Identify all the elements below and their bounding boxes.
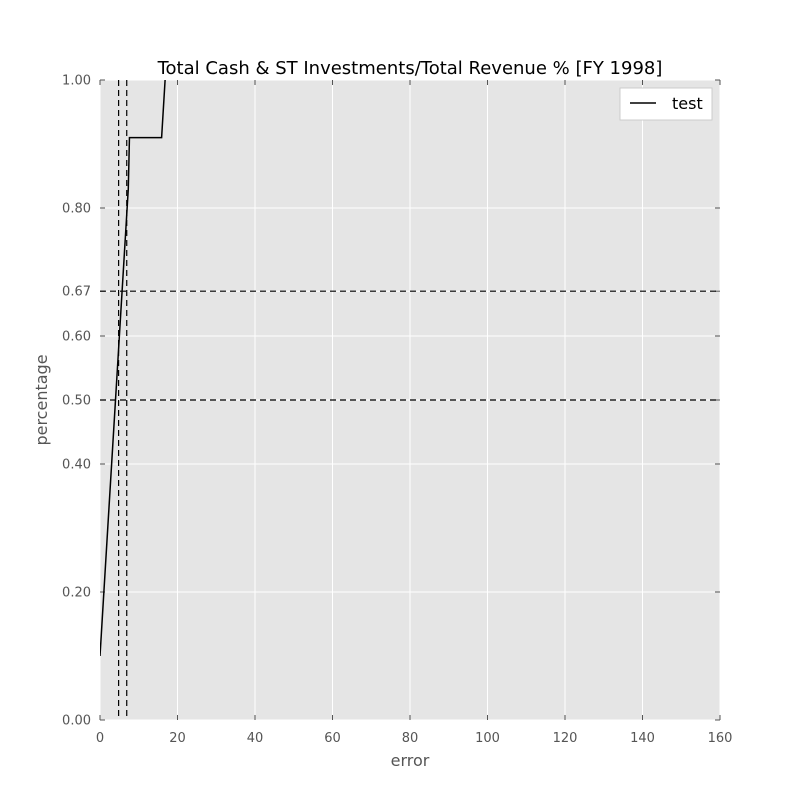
x-tick-label: 160 <box>708 731 733 746</box>
y-tick-label: 0.80 <box>62 202 91 217</box>
x-tick-label: 40 <box>247 731 264 746</box>
x-tick-label: 60 <box>324 731 341 746</box>
x-tick-label: 80 <box>402 731 419 746</box>
x-tick-label: 120 <box>553 731 578 746</box>
x-tick-label: 20 <box>169 731 186 746</box>
series-line-test <box>100 80 166 657</box>
chart-title: Total Cash & ST Investments/Total Revenu… <box>157 58 663 79</box>
y-tick-label: 0.67 <box>62 285 91 300</box>
y-tick-label: 0.50 <box>62 394 91 409</box>
y-tick-label: 0.40 <box>62 458 91 473</box>
axis-ticks: 0 20 40 60 80 100 120 140 160 0.00 0.20 0.40 0.50 0.6… <box>62 74 732 747</box>
reference-lines <box>100 80 720 720</box>
series-lines <box>100 80 166 657</box>
x-tick-label: 100 <box>475 731 500 746</box>
legend: test <box>619 87 713 121</box>
y-tick-label: 0.60 <box>62 330 91 345</box>
y-tick-label: 0.00 <box>62 714 91 729</box>
y-tick-label: 0.20 <box>62 586 91 601</box>
x-tick-label: 140 <box>630 731 655 746</box>
x-tick-label: 0 <box>96 731 104 746</box>
legend-item-test: test <box>672 94 703 113</box>
x-axis-label: error <box>391 751 430 770</box>
y-tick-label: 1.00 <box>62 74 91 89</box>
y-axis-label: percentage <box>32 354 51 445</box>
legend-box <box>619 87 713 121</box>
